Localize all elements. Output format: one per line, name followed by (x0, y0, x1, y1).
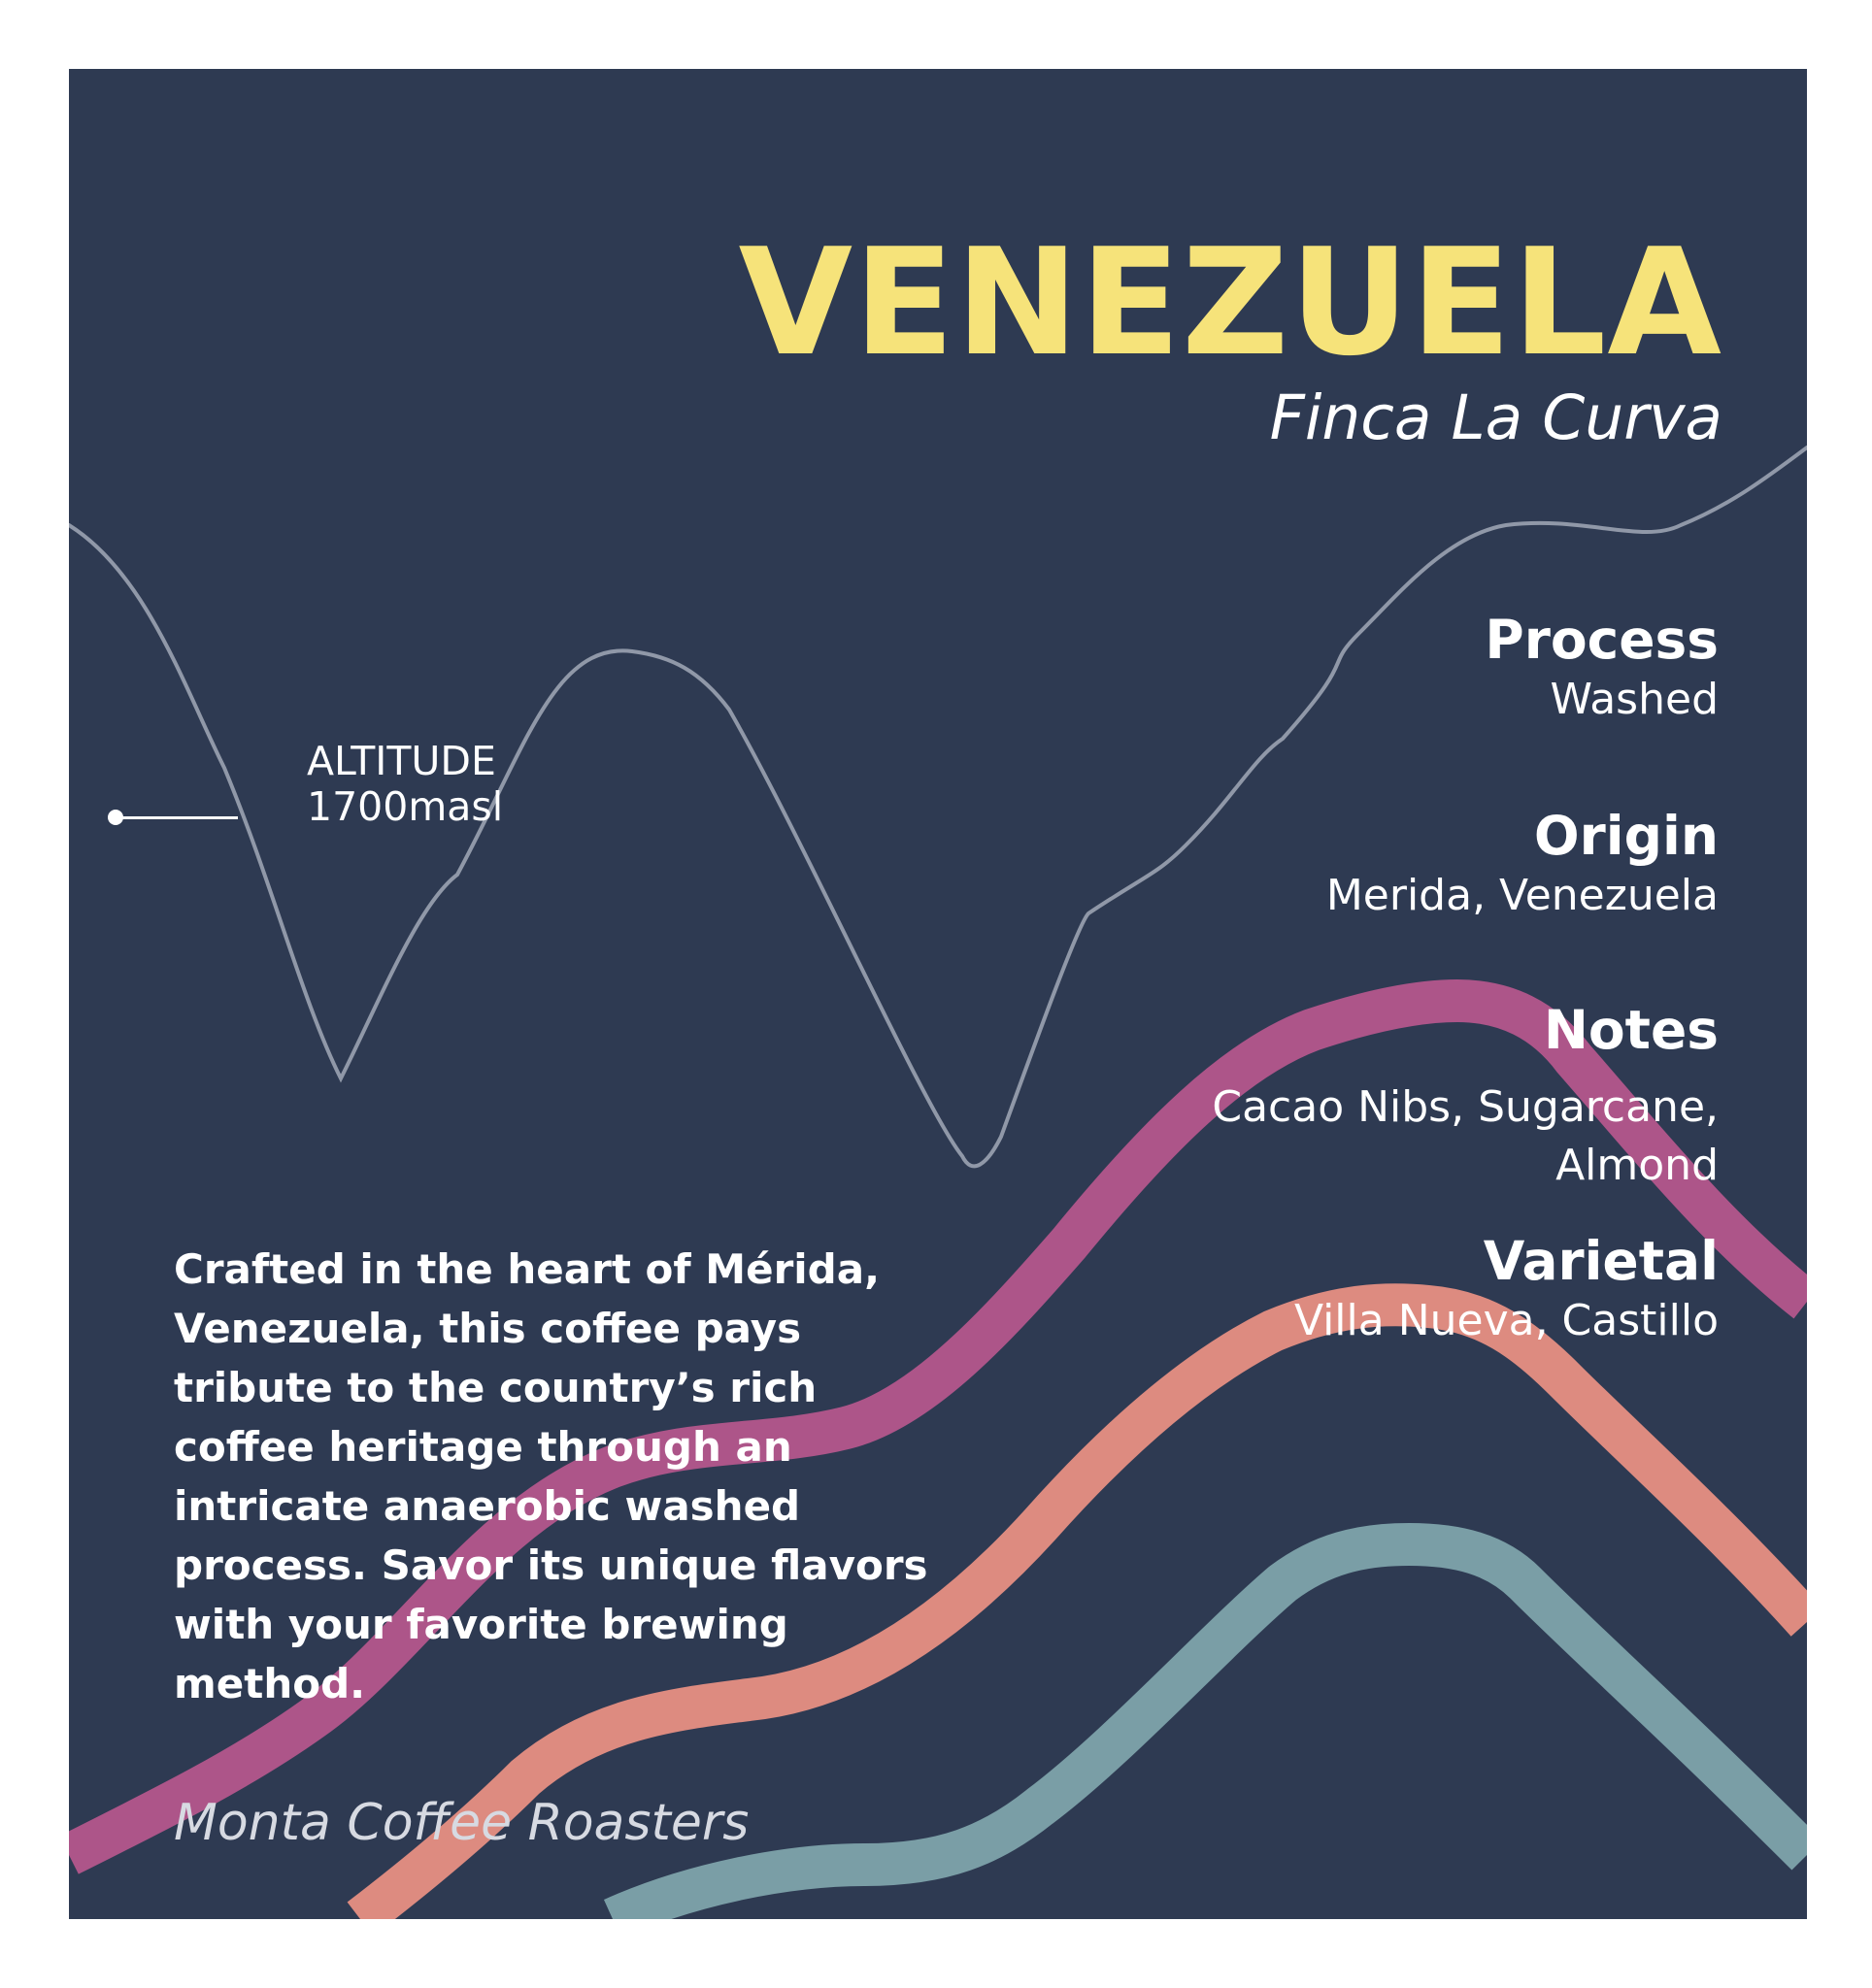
varietal-value: Villa Nueva, Castillo (1293, 1296, 1719, 1345)
page-title: VENEZUELA (738, 216, 1722, 388)
notes-label: Notes (1543, 999, 1719, 1061)
roaster-name: Monta Coffee Roasters (174, 1794, 750, 1852)
altitude-label: ALTITUDE (307, 738, 496, 784)
origin-value: Merida, Venezuela (1325, 871, 1719, 920)
process-block: Process Washed (1485, 609, 1719, 729)
origin-label: Origin (1533, 805, 1719, 867)
notes-block: Notes Cacao Nibs, Sugarcane, Almond (1212, 999, 1719, 1195)
varietal-block: Varietal Villa Nueva, Castillo (1294, 1230, 1719, 1350)
farm-name: Finca La Curva (1269, 382, 1722, 453)
salmon-wave (347, 1283, 1807, 1919)
process-value: Washed (1550, 675, 1719, 724)
teal-wave (603, 1522, 1807, 1919)
altitude-contour-line (69, 446, 1807, 1169)
description-text: Crafted in the heart of Mérida, Venezuel… (174, 1245, 928, 1707)
origin-block: Origin Merida, Venezuela (1326, 805, 1719, 925)
notes-value-line-1: Cacao Nibs, Sugarcane, (1212, 1082, 1719, 1132)
altitude-leader-line (116, 816, 238, 819)
varietal-label: Varietal (1483, 1230, 1719, 1292)
decorative-waves (69, 446, 1807, 1919)
notes-value-line-2: Almond (1555, 1141, 1719, 1190)
coffee-label: VENEZUELA Finca La Curva ALTITUDE 1700ma… (69, 69, 1807, 1919)
altitude-marker: ALTITUDE 1700masl (108, 739, 503, 845)
altitude-value: 1700masl (307, 783, 504, 830)
process-label: Process (1485, 609, 1719, 671)
magenta-wave (69, 978, 1807, 1874)
